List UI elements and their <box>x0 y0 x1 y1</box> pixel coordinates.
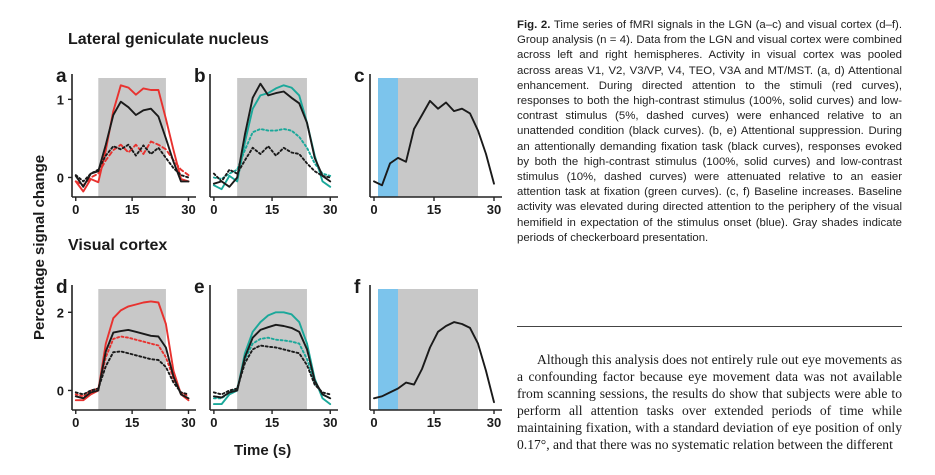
stimulus-gray-shade <box>98 78 166 197</box>
panel-letter: a <box>56 66 67 87</box>
stimulus-gray-shade <box>398 289 478 410</box>
series-red-dashed <box>74 140 190 187</box>
x-tick-label: 15 <box>265 202 279 217</box>
panel-letter: c <box>354 66 365 87</box>
x-tick-label: 0 <box>210 202 217 217</box>
series-black-solid <box>74 328 190 400</box>
x-tick-label: 30 <box>487 202 501 217</box>
y-tick-label: 2 <box>57 305 64 320</box>
series-black-dotted <box>74 350 190 396</box>
stimulus-gray-shade <box>237 78 307 197</box>
series-green-dotted <box>212 336 332 400</box>
section-title-cortex: Visual cortex <box>68 237 167 254</box>
panel-letter: f <box>354 277 361 298</box>
series-black-dotted <box>212 344 332 396</box>
x-tick-label: 0 <box>370 202 377 217</box>
chart-panels: 0 15 30 0 1 a 0 15 30 b 0 15 30 c 0 15 30 0 2 d 0 15 30 e 0 15 30 f <box>56 66 502 430</box>
series-black-dotted <box>74 143 190 183</box>
figure-caption: Fig. 2. Time series of fMRI signals in t… <box>517 18 902 246</box>
panel-letter: e <box>194 277 205 298</box>
baseline-blue-shade <box>378 78 398 197</box>
x-tick-label: 30 <box>181 202 195 217</box>
x-tick-label: 0 <box>370 415 377 430</box>
caption-label: Fig. 2. <box>517 19 551 31</box>
x-tick-label: 15 <box>427 415 441 430</box>
series-red-solid <box>74 84 190 193</box>
panel-letter: b <box>194 66 206 87</box>
series-black-dotted <box>212 145 332 183</box>
panel-letter: d <box>56 277 68 298</box>
x-tick-label: 15 <box>427 202 441 217</box>
series-black-solid <box>212 323 332 400</box>
caption-divider <box>517 326 902 327</box>
series-black-solid <box>212 82 332 188</box>
panel-c: 0 15 30 c <box>354 66 502 217</box>
x-axis-label: Time (s) <box>234 442 291 459</box>
x-tick-label: 15 <box>125 202 139 217</box>
x-tick-label: 30 <box>323 202 337 217</box>
y-tick-label: 0 <box>57 170 64 185</box>
y-axis-label: Percentage signal change <box>31 155 48 340</box>
x-tick-label: 0 <box>210 415 217 430</box>
section-title-lgn: Lateral geniculate nucleus <box>68 31 269 48</box>
series-red-solid <box>74 300 190 402</box>
x-tick-label: 0 <box>72 202 79 217</box>
panel-a: 0 15 30 0 1 a <box>56 66 196 217</box>
x-tick-label: 0 <box>72 415 79 430</box>
y-tick-label: 1 <box>57 92 64 107</box>
caption-text: Time series of fMRI signals in the LGN (… <box>517 19 902 244</box>
series-black-solid <box>373 99 495 187</box>
panel-d: 0 15 30 0 2 d <box>56 277 196 430</box>
series-red-dotted <box>74 335 190 398</box>
stimulus-gray-shade <box>398 78 478 197</box>
panel-b: 0 15 30 b <box>194 66 338 217</box>
x-tick-label: 15 <box>125 415 139 430</box>
body-paragraph: Although this analysis does not entirely… <box>517 352 902 452</box>
y-tick-label: 0 <box>57 383 64 398</box>
x-tick-label: 30 <box>323 415 337 430</box>
x-tick-label: 30 <box>181 415 195 430</box>
baseline-blue-shade <box>378 289 398 410</box>
figure-canvas: Lateral geniculate nucleus Visual cortex… <box>31 31 502 459</box>
x-tick-label: 15 <box>265 415 279 430</box>
x-tick-label: 30 <box>487 415 501 430</box>
panel-e: 0 15 30 e <box>194 277 338 430</box>
panel-f: 0 15 30 f <box>354 277 502 430</box>
series-black-solid <box>373 321 495 404</box>
